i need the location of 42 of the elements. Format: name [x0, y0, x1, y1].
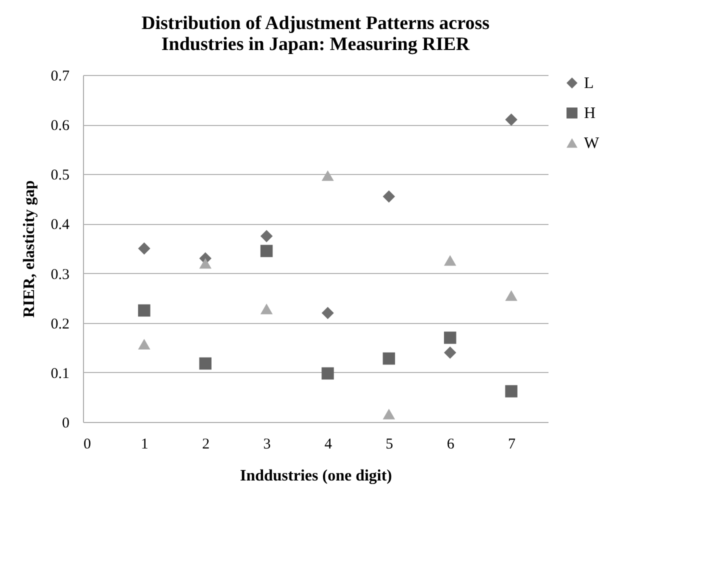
point — [444, 346, 456, 359]
x-tick-label: 3 — [263, 436, 271, 452]
legend-label: L — [584, 75, 594, 92]
y-tick-label: 0 — [62, 416, 70, 432]
x-tick-label: 7 — [508, 436, 516, 452]
point — [322, 306, 334, 320]
point — [382, 190, 396, 203]
y-tick-label: 0.5 — [50, 168, 70, 184]
x-tick-label: 6 — [446, 436, 455, 452]
y-axis-title: RIER, elasticity gap — [20, 180, 38, 318]
x-tick-label: 2 — [202, 436, 210, 452]
y-tick-label: 0.1 — [50, 366, 70, 382]
y-tick-label: 0.3 — [50, 266, 70, 283]
y-tick-label: 0.6 — [50, 118, 70, 134]
point — [199, 357, 212, 370]
x-axis-title: Inddustries (one digit) — [240, 468, 392, 484]
point — [382, 408, 396, 420]
point — [505, 385, 518, 398]
x-tick-label: 5 — [386, 436, 394, 452]
point — [138, 242, 150, 255]
point — [199, 258, 212, 269]
x-tick-label: 1 — [140, 436, 148, 452]
point — [260, 304, 273, 314]
point — [260, 230, 273, 242]
point — [260, 244, 273, 258]
point — [505, 290, 518, 301]
legend-label: H — [584, 105, 596, 122]
x-tick-label: 0 — [84, 436, 91, 452]
point — [382, 352, 396, 365]
chart-title: Distribution of Adjustment Patterns across Industries in Japan: Measuring RIER — [142, 13, 490, 55]
y-tick-label: 0.7 — [50, 68, 70, 84]
point — [138, 304, 150, 317]
point — [444, 332, 456, 344]
legend-label: W — [584, 135, 600, 152]
point — [322, 367, 334, 380]
point — [138, 338, 150, 350]
x-tick-label: 4 — [324, 436, 332, 452]
y-tick-label: 0.2 — [50, 316, 70, 332]
y-tick-label: 0.4 — [50, 217, 70, 234]
point — [505, 113, 518, 126]
point — [444, 255, 456, 266]
point — [322, 170, 334, 181]
